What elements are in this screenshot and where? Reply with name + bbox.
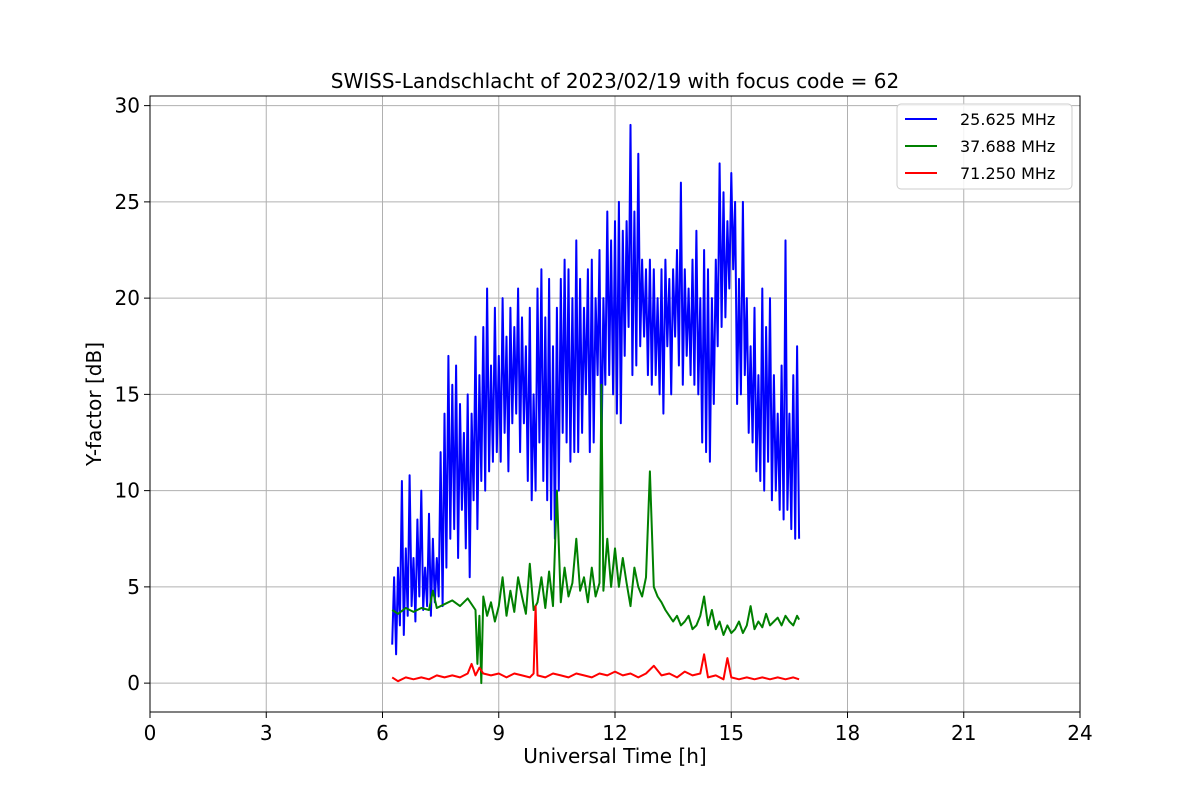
x-tick-label: 9 xyxy=(492,721,505,745)
x-tick-label: 6 xyxy=(376,721,389,745)
y-tick-label: 10 xyxy=(115,479,140,503)
x-tick-label: 3 xyxy=(260,721,273,745)
legend-label-1: 37.688 MHz xyxy=(960,137,1055,156)
chart-title: SWISS-Landschlacht of 2023/02/19 with fo… xyxy=(331,69,899,93)
legend-label-0: 25.625 MHz xyxy=(960,110,1055,129)
x-tick-label: 24 xyxy=(1067,721,1092,745)
y-tick-label: 25 xyxy=(115,190,140,214)
legend-entries: 25.625 MHz 37.688 MHz 71.250 MHz xyxy=(905,110,1055,183)
series-line-1 xyxy=(391,383,800,685)
series-line-2 xyxy=(391,605,800,683)
y-tick-label: 0 xyxy=(127,671,140,695)
x-tick-label: 0 xyxy=(144,721,157,745)
legend-box xyxy=(896,103,1073,190)
y-axis-ticks: 0 5 10 15 20 25 30 xyxy=(115,94,150,695)
y-tick-label: 5 xyxy=(127,575,140,599)
x-axis-title: Universal Time [h] xyxy=(523,744,706,768)
legend: 25.625 MHz 37.688 MHz 71.250 MHz xyxy=(896,103,1073,190)
y-tick-label: 20 xyxy=(115,286,140,310)
legend-label-2: 71.250 MHz xyxy=(960,164,1055,183)
x-tick-label: 21 xyxy=(951,721,976,745)
series-layer xyxy=(391,123,801,685)
x-tick-label: 15 xyxy=(719,721,744,745)
y-tick-label: 30 xyxy=(115,94,140,118)
y-axis-title: Y-factor [dB] xyxy=(82,342,106,467)
series-line-0 xyxy=(391,123,801,656)
x-tick-label: 12 xyxy=(602,721,627,745)
x-axis-ticks: 0 3 6 9 12 15 18 21 24 xyxy=(144,712,1093,745)
x-tick-label: 18 xyxy=(835,721,860,745)
y-tick-label: 15 xyxy=(115,382,140,406)
